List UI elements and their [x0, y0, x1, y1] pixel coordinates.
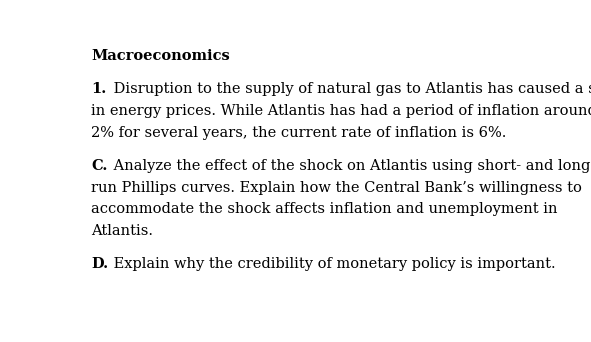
Text: D.: D.: [91, 257, 108, 271]
Text: run Phillips curves. Explain how the Central Bank’s willingness to: run Phillips curves. Explain how the Cen…: [91, 181, 582, 195]
Text: 1.: 1.: [91, 82, 106, 96]
Text: C.: C.: [91, 159, 108, 173]
Text: 2% for several years, the current rate of inflation is 6%.: 2% for several years, the current rate o…: [91, 126, 506, 140]
Text: Analyze the effect of the shock on Atlantis using short- and long-: Analyze the effect of the shock on Atlan…: [109, 159, 591, 173]
Text: accommodate the shock affects inflation and unemployment in: accommodate the shock affects inflation …: [91, 202, 558, 216]
Text: Disruption to the supply of natural gas to Atlantis has caused a surge: Disruption to the supply of natural gas …: [109, 82, 591, 96]
Text: Atlantis.: Atlantis.: [91, 224, 153, 238]
Text: Macroeconomics: Macroeconomics: [91, 49, 230, 63]
Text: in energy prices. While Atlantis has had a period of inflation around: in energy prices. While Atlantis has had…: [91, 104, 591, 118]
Text: Explain why the credibility of monetary policy is important.: Explain why the credibility of monetary …: [109, 257, 556, 271]
